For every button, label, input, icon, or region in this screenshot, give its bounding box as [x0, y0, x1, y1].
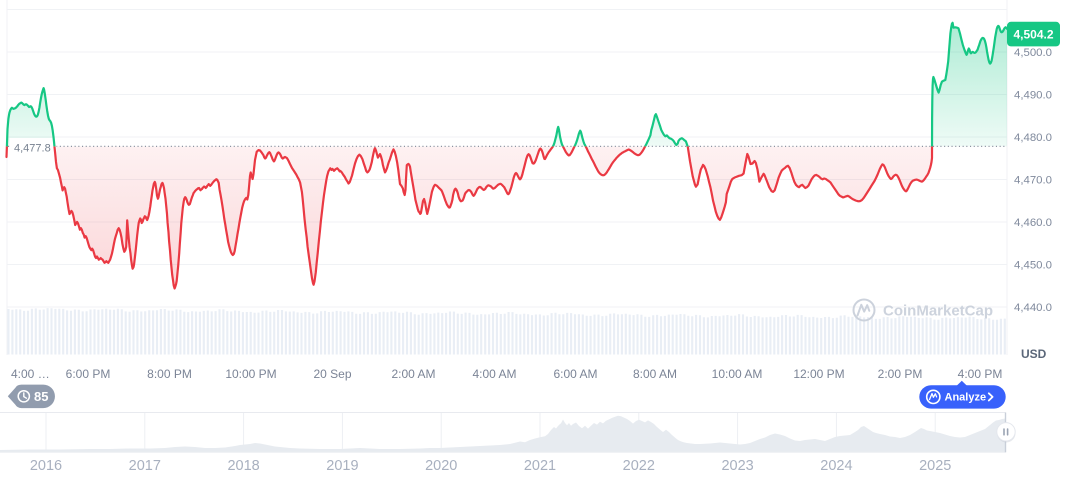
svg-text:4,460.0: 4,460.0 [1014, 217, 1052, 229]
svg-text:Analyze: Analyze [945, 392, 987, 404]
svg-text:2017: 2017 [129, 458, 161, 474]
svg-text:6:00 AM: 6:00 AM [553, 367, 597, 381]
svg-text:4,440.0: 4,440.0 [1014, 302, 1052, 314]
svg-text:4:00 …: 4:00 … [11, 367, 50, 381]
svg-text:2024: 2024 [820, 458, 852, 474]
svg-text:2023: 2023 [721, 458, 753, 474]
svg-text:2:00 AM: 2:00 AM [391, 367, 435, 381]
svg-text:8:00 PM: 8:00 PM [147, 367, 192, 381]
svg-text:4,477.8: 4,477.8 [14, 142, 51, 154]
svg-text:2019: 2019 [326, 458, 358, 474]
svg-text:2020: 2020 [425, 458, 457, 474]
svg-text:2016: 2016 [30, 458, 62, 474]
svg-text:4,480.0: 4,480.0 [1014, 132, 1052, 144]
svg-text:85: 85 [34, 389, 48, 404]
svg-text:4:00 PM: 4:00 PM [958, 367, 1003, 381]
svg-text:2022: 2022 [623, 458, 655, 474]
svg-text:USD: USD [1021, 347, 1047, 361]
svg-text:20 Sep: 20 Sep [313, 367, 351, 381]
svg-text:4,450.0: 4,450.0 [1014, 259, 1052, 271]
svg-text:2:00 PM: 2:00 PM [878, 367, 923, 381]
svg-text:4,490.0: 4,490.0 [1014, 89, 1052, 101]
svg-text:2018: 2018 [227, 458, 259, 474]
svg-text:4,470.0: 4,470.0 [1014, 174, 1052, 186]
svg-text:12:00 PM: 12:00 PM [793, 367, 844, 381]
svg-text:8:00 AM: 8:00 AM [633, 367, 677, 381]
svg-text:4,504.2: 4,504.2 [1013, 27, 1053, 41]
svg-text:4:00 AM: 4:00 AM [472, 367, 516, 381]
svg-text:10:00 PM: 10:00 PM [225, 367, 276, 381]
svg-text:4,500.0: 4,500.0 [1014, 47, 1052, 59]
svg-text:2021: 2021 [524, 458, 556, 474]
svg-text:2025: 2025 [919, 458, 951, 474]
svg-text:6:00 PM: 6:00 PM [66, 367, 111, 381]
svg-text:10:00 AM: 10:00 AM [712, 367, 763, 381]
svg-text:CoinMarketCap: CoinMarketCap [883, 302, 993, 319]
